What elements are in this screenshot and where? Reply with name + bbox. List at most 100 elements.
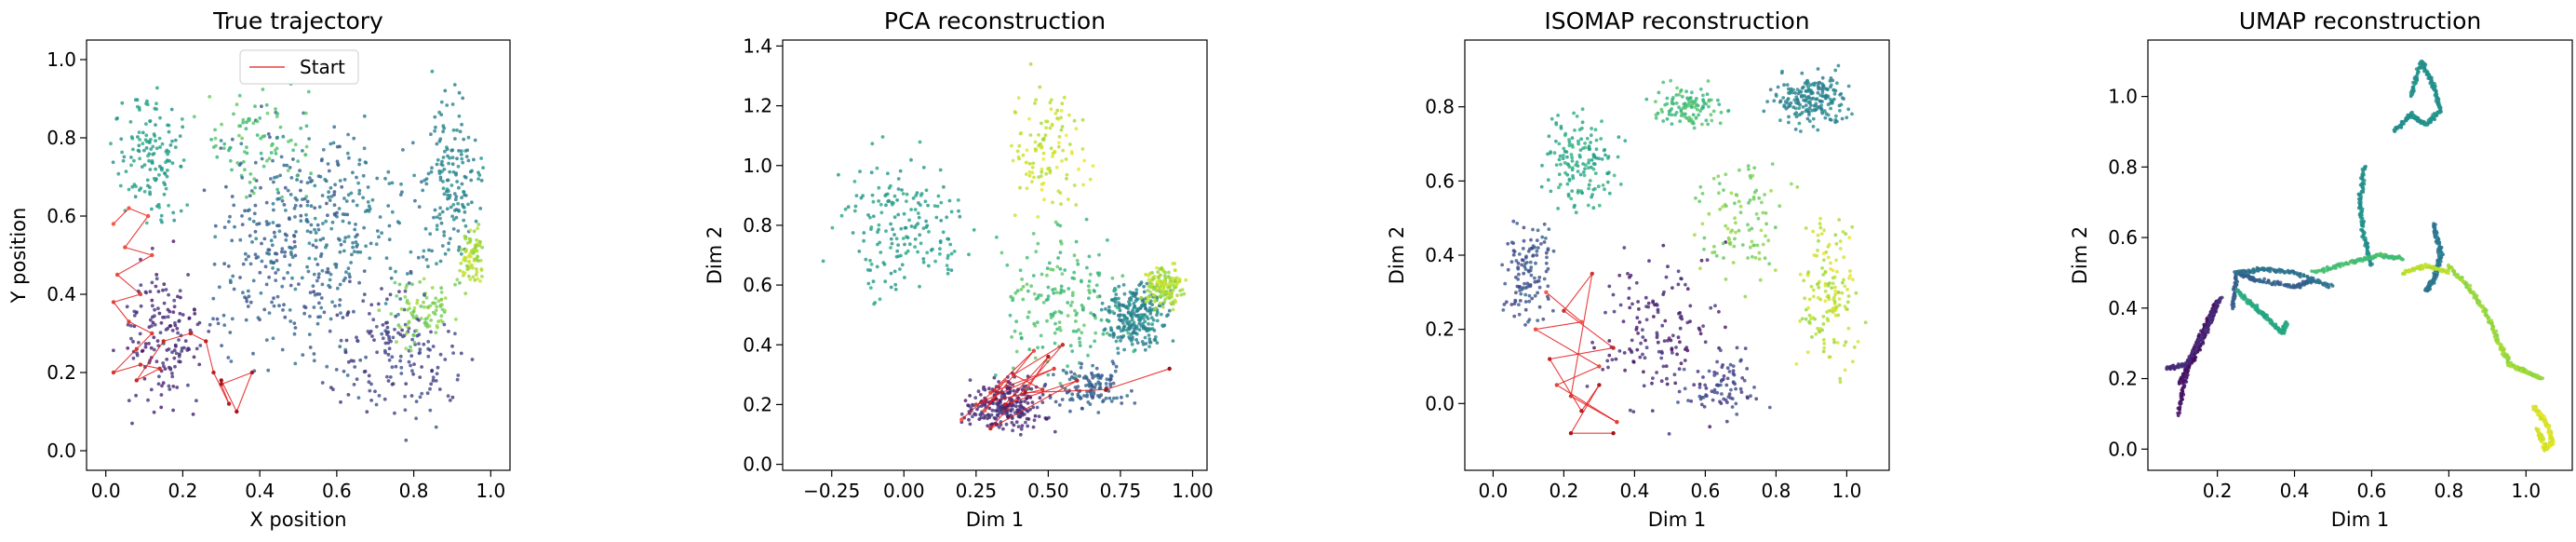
scatter-point <box>1546 178 1550 183</box>
scatter-point <box>138 138 142 142</box>
scatter-point <box>277 304 281 308</box>
scatter-point <box>886 171 890 176</box>
scatter-point <box>1533 276 1536 280</box>
scatter-point <box>183 339 188 343</box>
scatter-point <box>1702 101 1707 105</box>
scatter-point <box>1536 246 1540 250</box>
scatter-point <box>1797 106 1802 111</box>
scatter-point <box>409 348 413 353</box>
scatter-point <box>301 353 305 357</box>
scatter-point <box>161 381 166 386</box>
trajectory-point <box>1562 308 1566 313</box>
scatter-point <box>1628 408 1632 413</box>
scatter-point <box>1689 105 1694 110</box>
scatter-point <box>382 348 387 353</box>
scatter-point <box>858 169 862 174</box>
scatter-point <box>887 186 892 190</box>
y-tick-label: 0.6 <box>47 205 76 227</box>
scatter-point <box>1072 372 1077 376</box>
scatter-point <box>122 155 127 159</box>
scatter-point <box>1024 384 1028 388</box>
scatter-point <box>1078 344 1082 347</box>
scatter-point <box>152 132 156 136</box>
scatter-point <box>997 426 1001 429</box>
scatter-point <box>1031 425 1036 429</box>
scatter-point <box>262 307 267 312</box>
scatter-point <box>344 199 349 203</box>
scatter-point <box>415 298 420 303</box>
scatter-point <box>1132 330 1135 334</box>
scatter-point <box>459 153 463 156</box>
scatter-point <box>177 338 181 342</box>
trajectory-point <box>1579 409 1584 413</box>
scatter-point <box>264 338 269 342</box>
scatter-point <box>911 196 916 200</box>
scatter-point <box>1795 185 1800 189</box>
scatter-point <box>1083 374 1088 379</box>
scatter-point <box>1790 182 1793 186</box>
scatter-point <box>160 384 164 388</box>
scatter-point <box>1811 116 1816 121</box>
scatter-point <box>457 149 461 153</box>
scatter-point <box>1160 266 1163 271</box>
scatter-point <box>1013 291 1018 295</box>
scatter-point <box>369 382 373 386</box>
scatter-point <box>1724 398 1728 402</box>
scatter-point <box>451 128 456 132</box>
scatter-point <box>1040 121 1043 126</box>
scatter-point <box>335 159 340 164</box>
scatter-point <box>316 227 321 232</box>
scatter-point <box>307 256 312 261</box>
scatter-point <box>1011 428 1014 433</box>
scatter-point <box>884 203 888 208</box>
scatter-point <box>1558 183 1563 187</box>
scatter-point <box>1818 225 1823 230</box>
scatter-point <box>1811 82 1816 87</box>
scatter-point <box>155 86 159 90</box>
scatter-point <box>1158 286 1161 291</box>
scatter-point <box>1667 112 1671 116</box>
scatter-point <box>282 303 286 307</box>
scatter-point <box>1015 149 1020 154</box>
scatter-point <box>2194 346 2198 351</box>
scatter-point <box>350 252 354 257</box>
scatter-point <box>139 283 143 287</box>
scatter-point <box>480 275 484 278</box>
scatter-point <box>383 329 388 333</box>
scatter-point <box>1607 191 1612 196</box>
scatter-point <box>1833 120 1837 125</box>
scatter-point <box>375 176 380 181</box>
scatter-point <box>1845 115 1849 120</box>
x-tick-label: −0.25 <box>803 480 860 502</box>
scatter-point <box>1020 278 1024 281</box>
scatter-point <box>1547 227 1551 232</box>
x-tick-label: 0.2 <box>168 480 198 502</box>
trajectory-point <box>1040 387 1045 392</box>
scatter-point <box>278 125 283 129</box>
trajectory-point <box>1011 373 1016 377</box>
scatter-point <box>357 280 361 285</box>
scatter-point <box>462 190 465 194</box>
scatter-point <box>479 267 484 271</box>
scatter-point <box>453 137 457 141</box>
scatter-point <box>470 200 474 205</box>
scatter-point <box>293 142 298 147</box>
scatter-point <box>1823 289 1828 293</box>
scatter-point <box>275 259 279 263</box>
scatter-point <box>1120 335 1124 340</box>
scatter-point <box>1591 206 1596 210</box>
scatter-point <box>255 133 260 138</box>
scatter-point <box>150 207 154 211</box>
scatter-point <box>173 364 177 369</box>
scatter-point <box>299 188 302 193</box>
trajectory-segment <box>1013 344 1064 375</box>
scatter-point <box>1699 402 1704 407</box>
scatter-point <box>1575 115 1579 118</box>
scatter-point <box>1062 289 1067 293</box>
scatter-point <box>1032 418 1037 423</box>
scatter-point <box>277 224 281 228</box>
scatter-point <box>368 256 372 261</box>
scatter-point <box>275 251 279 256</box>
scatter-point <box>1053 429 1057 434</box>
scatter-point <box>128 323 133 328</box>
